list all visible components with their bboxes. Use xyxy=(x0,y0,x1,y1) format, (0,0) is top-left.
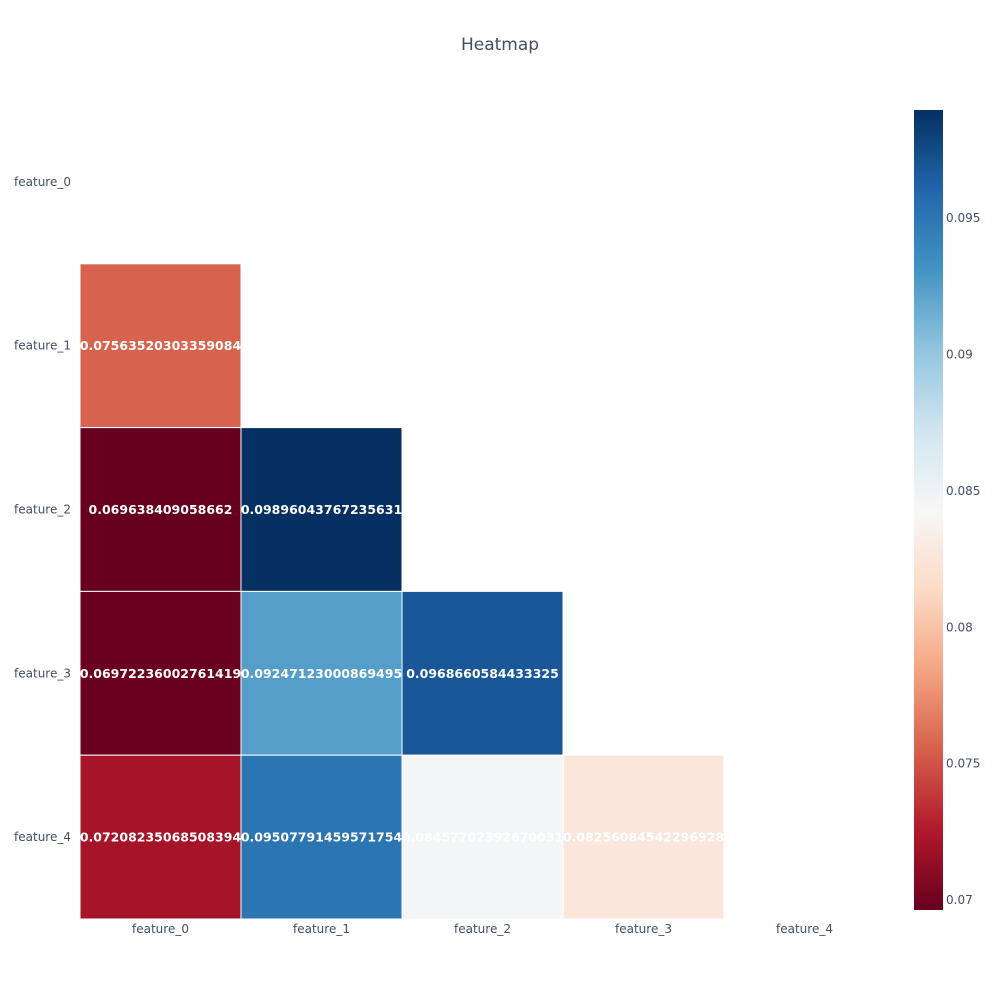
x-tick-label: feature_1 xyxy=(293,922,350,936)
heatmap-cell xyxy=(240,427,403,592)
cell-value-labels: 0.07563520303359084 0.069638409058662 0.09… xyxy=(80,338,724,844)
heatmap-cell xyxy=(240,590,403,756)
heatmap-cell xyxy=(79,590,242,756)
colorbar: 0.07 0.075 0.08 0.085 0.09 0.095 xyxy=(914,110,980,910)
heatmap-cells xyxy=(79,263,725,920)
colorbar-gradient xyxy=(914,110,943,910)
colorbar-tick-label: 0.075 xyxy=(946,757,980,771)
cell-value-label: 0.09896043767235631 xyxy=(241,502,402,517)
cell-value-label: 0.09247123000869495 xyxy=(241,666,402,681)
heatmap-cell xyxy=(79,263,242,429)
y-tick-label: feature_2 xyxy=(14,503,71,517)
y-axis-ticks: feature_0 feature_1 feature_2 feature_3feat… xyxy=(14,175,71,844)
colorbar-tick-label: 0.095 xyxy=(946,211,980,225)
heatmap-cell xyxy=(79,427,242,592)
y-tick-label: feature_4 xyxy=(14,830,71,844)
colorbar-tick-label: 0.085 xyxy=(946,484,980,498)
y-tick-label: feature_1 xyxy=(14,339,71,353)
cell-value-label: 0.09507791459571754 xyxy=(241,830,403,845)
heatmap-cell xyxy=(401,590,564,756)
x-axis-ticks: feature_0 feature_1 feature_2 feature_3 feat… xyxy=(132,922,833,936)
x-tick-label: feature_2 xyxy=(454,922,511,936)
heatmap-cell xyxy=(240,754,403,920)
cell-value-label: 0.069638409058662 xyxy=(89,502,233,517)
cell-value-label: 0.0968660584433325 xyxy=(406,666,559,681)
heatmap-cell xyxy=(401,754,564,920)
cell-value-label: 0.07208235068508394 xyxy=(80,830,242,845)
x-tick-label: feature_4 xyxy=(776,922,833,936)
y-tick-label: feature_3 xyxy=(14,666,71,680)
x-tick-label: feature_0 xyxy=(132,922,189,936)
heatmap-cell xyxy=(79,754,242,920)
y-tick-label: feature_0 xyxy=(14,175,71,189)
colorbar-tick-label: 0.08 xyxy=(946,620,973,634)
chart-title: Heatmap xyxy=(461,35,539,55)
heatmap-cell xyxy=(562,754,725,920)
colorbar-tick-label: 0.09 xyxy=(946,347,973,361)
colorbar-tick-label: 0.07 xyxy=(946,893,973,907)
colorbar-ticks: 0.07 0.075 0.08 0.085 0.09 0.095 xyxy=(946,211,980,907)
cell-value-label: 0.08457702392670031 xyxy=(402,830,563,845)
x-tick-label: feature_3 xyxy=(615,922,672,936)
cell-value-label: 0.06972236002761419 xyxy=(80,666,241,681)
cell-value-label: 0.08256084542296928 xyxy=(563,830,724,845)
cell-value-label: 0.07563520303359084 xyxy=(80,338,242,353)
